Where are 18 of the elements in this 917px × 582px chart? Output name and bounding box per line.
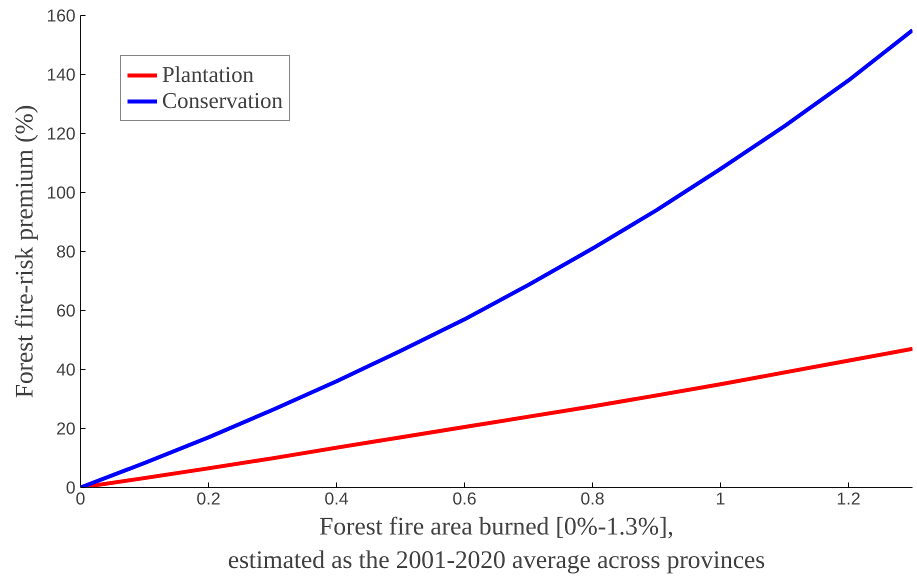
x-tick-label: 0.4 — [324, 488, 349, 508]
x-tick-label: 1 — [716, 488, 726, 508]
x-tick-label: 0.6 — [452, 488, 477, 508]
y-axis-title: Forest fire-risk premium (%) — [10, 104, 39, 398]
x-tick-label: 0.8 — [580, 488, 605, 508]
y-tick-label: 60 — [56, 300, 76, 320]
y-tick-label: 80 — [56, 242, 76, 262]
y-tick-label: 140 — [46, 64, 76, 84]
y-tick-label: 40 — [56, 360, 76, 380]
x-tick-label: 0.2 — [196, 488, 221, 508]
y-tick-label: 160 — [46, 6, 76, 26]
y-tick-label: 20 — [56, 418, 76, 438]
y-tick-label: 120 — [46, 124, 76, 144]
x-axis-title: Forest fire area burned [0%-1.3%], estimated as the 2001-2020 average across provinces — [228, 512, 766, 574]
x-tick-label: 1.2 — [836, 488, 861, 508]
legend-label: Plantation — [162, 62, 254, 88]
legend-label: Conservation — [162, 88, 283, 114]
y-tick-label: 100 — [46, 182, 76, 202]
